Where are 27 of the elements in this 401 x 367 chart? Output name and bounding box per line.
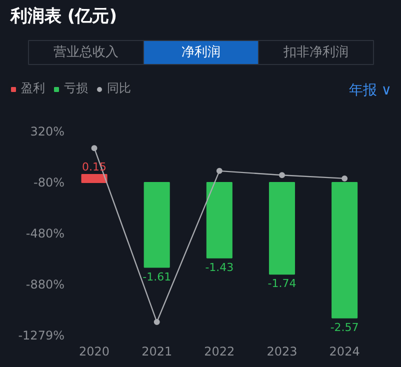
text: 净利润: [182, 45, 220, 60]
point: [91, 145, 98, 152]
data-label: -1.74: [268, 277, 296, 290]
text: 年报 ∨: [348, 82, 392, 98]
y-tick-label: -880%: [26, 278, 65, 292]
x-tick-label: 2022: [204, 344, 235, 358]
y-tick-label: 320%: [30, 124, 65, 138]
y-tick-label: -80%: [34, 176, 65, 190]
legend-label: 盈利: [21, 80, 45, 97]
point: [154, 318, 160, 325]
x-tick-label: 2024: [329, 344, 360, 358]
legend-label: 同比: [107, 80, 131, 97]
data-label: -1.43: [205, 260, 234, 274]
text: 扣非净利润: [282, 45, 348, 60]
x-tick-label: 2021: [142, 344, 172, 358]
x-tick-label: 2020: [79, 344, 110, 358]
data-label: -1.61: [142, 270, 172, 284]
point: [342, 175, 348, 182]
y-tick-label: -1279%: [18, 328, 65, 342]
legend-label: 亏损: [64, 80, 88, 97]
data-label: -2.57: [330, 320, 359, 334]
point: [216, 168, 222, 174]
y-tick-label: -480%: [26, 226, 65, 241]
text: 营业总收入: [54, 45, 118, 60]
chart-title: 利润表 (亿元): [10, 6, 117, 26]
x-tick-label: 2023: [266, 344, 298, 358]
point: [278, 172, 285, 178]
